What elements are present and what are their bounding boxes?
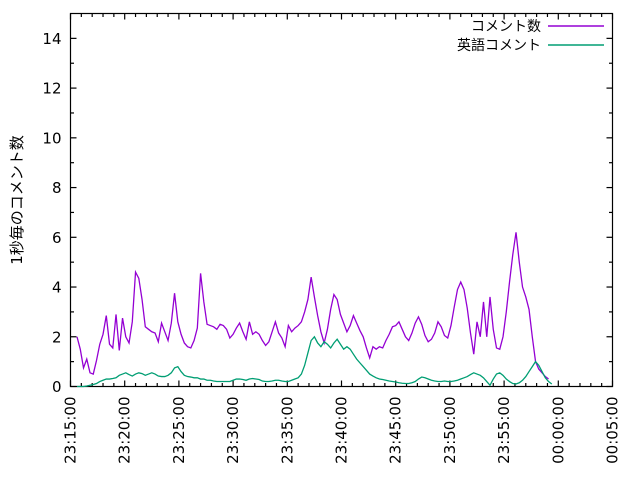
series-line [76, 232, 549, 380]
x-tick-label: 23:20:00 [116, 397, 134, 464]
x-tick-label: 00:00:00 [549, 397, 567, 464]
x-tick-label: 23:30:00 [224, 397, 242, 464]
y-tick-label: 8 [52, 179, 62, 197]
x-tick-label: 23:55:00 [495, 397, 513, 464]
y-axis-title: 1秒毎のコメント数 [8, 135, 26, 265]
y-tick-label: 10 [42, 129, 61, 147]
x-tick-label: 23:35:00 [278, 397, 296, 464]
y-tick-label: 12 [42, 80, 61, 98]
x-tick-label: 23:15:00 [62, 397, 80, 464]
legend-label: コメント数 [471, 19, 541, 35]
x-tick-label: 23:25:00 [170, 397, 188, 464]
series-line [77, 335, 553, 388]
x-tick-label: 23:40:00 [333, 397, 351, 464]
y-axis-title-text: 1秒毎のコメント数 [8, 135, 26, 265]
y-tick-label: 6 [52, 229, 62, 247]
data-series-group [76, 232, 553, 388]
x-tick-label: 00:05:00 [604, 397, 622, 464]
y-tick-label: 4 [52, 279, 62, 297]
x-tick-label: 23:45:00 [387, 397, 405, 464]
y-tick-label: 14 [42, 30, 61, 48]
y-tick-label: 2 [52, 328, 62, 346]
y-tick-label: 0 [52, 378, 62, 396]
x-axis-ticks: 23:15:00 23:20:00 23:25:00 23:30:00 23:35:00… [62, 13, 622, 464]
legend-label: 英語コメント [457, 37, 541, 54]
x-tick-label: 23:50:00 [441, 397, 459, 464]
y-axis-ticks: 0 2 4 6 8 10 12 14 [42, 30, 613, 396]
